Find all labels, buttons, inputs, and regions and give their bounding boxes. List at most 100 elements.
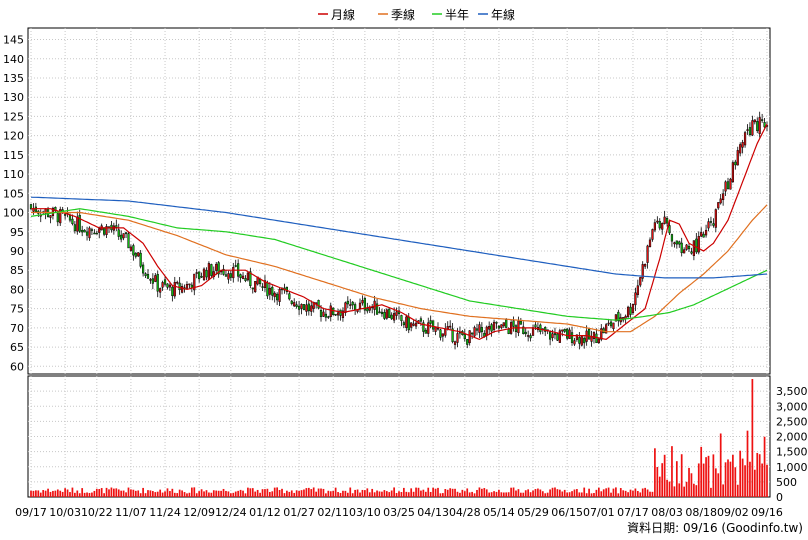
volume-bar: [329, 491, 332, 497]
chart-legend: 月線 季線 半年 年線: [318, 7, 515, 22]
date-tick-label: 10/22: [81, 506, 113, 519]
candle-body: [544, 327, 547, 332]
volume-bar: [595, 489, 598, 497]
volume-bar: [403, 487, 405, 497]
volume-bar: [710, 487, 712, 497]
price-tick-label: 100: [3, 207, 24, 220]
volume-bar: [656, 466, 659, 497]
candle-body: [361, 300, 364, 304]
candle-body: [293, 302, 296, 307]
volume-bar: [181, 490, 183, 497]
volume-bar: [646, 489, 649, 497]
volume-bar: [61, 491, 64, 497]
candle-body: [492, 321, 496, 330]
candle-body: [346, 300, 349, 305]
candle-body: [605, 324, 608, 334]
volume-bar: [632, 490, 634, 497]
candle-body: [687, 245, 691, 250]
volume-bar: [463, 491, 466, 497]
volume-bar: [634, 488, 637, 497]
volume-bar: [446, 489, 449, 497]
candle-body: [215, 263, 218, 271]
candle-body: [171, 286, 174, 297]
volume-bar: [680, 454, 683, 497]
volume-bar: [42, 490, 45, 497]
volume-bar: [695, 485, 698, 497]
volume-bar: [52, 490, 54, 497]
volume-bar: [376, 490, 378, 497]
volume-bar: [276, 487, 279, 497]
volume-bar: [359, 492, 361, 497]
candle-body: [590, 336, 593, 342]
candle-body: [246, 272, 250, 281]
date-tick-label: 02/11: [317, 506, 349, 519]
volume-bar: [290, 490, 293, 497]
volume-bar: [398, 491, 400, 497]
candle-body: [195, 272, 198, 274]
volume-bar: [719, 433, 722, 497]
volume-bar: [203, 491, 205, 497]
volume-bar: [739, 450, 742, 497]
candle-body: [592, 332, 596, 339]
volume-bar: [210, 492, 213, 497]
volume-bar: [164, 491, 166, 497]
candle-body: [400, 315, 403, 322]
volume-bar: [93, 490, 96, 497]
candle-body: [663, 216, 666, 224]
volume-bar: [502, 492, 505, 497]
candle-body: [351, 301, 354, 306]
volume-bar: [266, 488, 269, 497]
price-tick-label: 125: [3, 110, 24, 123]
candle-body: [517, 320, 520, 333]
volume-bar: [534, 489, 537, 497]
volume-bar: [220, 490, 222, 497]
legend-label: 月線: [331, 7, 355, 22]
candle-body: [405, 316, 408, 328]
candle-body: [548, 331, 552, 340]
candle-body: [251, 287, 254, 290]
candle-body: [366, 308, 369, 312]
volume-bar: [259, 492, 261, 497]
candle-body: [141, 264, 145, 274]
price-tick-label: 135: [3, 72, 24, 85]
candle-body: [609, 321, 613, 327]
volume-bar: [702, 463, 705, 497]
candle-body: [168, 284, 172, 288]
candle-body: [580, 336, 583, 346]
candle-body: [475, 328, 479, 331]
volume-bar: [205, 490, 208, 497]
candle-body: [717, 202, 720, 209]
volume-bar: [498, 489, 500, 497]
volume-bar: [44, 490, 47, 497]
candle-body: [349, 304, 352, 306]
candle-body: [583, 337, 586, 344]
volume-bar: [461, 489, 464, 497]
candle-body: [466, 339, 469, 345]
volume-tick-label: 1,500: [776, 446, 808, 459]
volume-bar: [281, 488, 283, 497]
candle-body: [551, 333, 554, 339]
volume-bar: [490, 492, 493, 497]
price-tick-label: 130: [3, 91, 24, 104]
candle-body: [395, 311, 398, 316]
volume-bar: [344, 490, 347, 497]
volume-bar: [325, 493, 327, 497]
candle-body: [129, 246, 133, 251]
candle-body: [558, 330, 561, 343]
volume-bar: [697, 463, 700, 497]
volume-bar: [483, 488, 486, 497]
volume-bar: [580, 492, 583, 497]
volume-bar: [636, 491, 639, 497]
candle-body: [692, 240, 695, 256]
candle-body: [373, 300, 376, 310]
candle-body: [612, 322, 615, 330]
candle-body: [739, 144, 742, 154]
volume-bar: [300, 490, 303, 497]
candle-body: [188, 283, 191, 286]
volume-bar: [249, 488, 252, 497]
candle-body: [680, 242, 683, 254]
candle-body: [471, 332, 474, 335]
candle-body: [205, 270, 208, 278]
volume-bar: [371, 488, 374, 497]
price-tick-label: 85: [10, 264, 24, 277]
